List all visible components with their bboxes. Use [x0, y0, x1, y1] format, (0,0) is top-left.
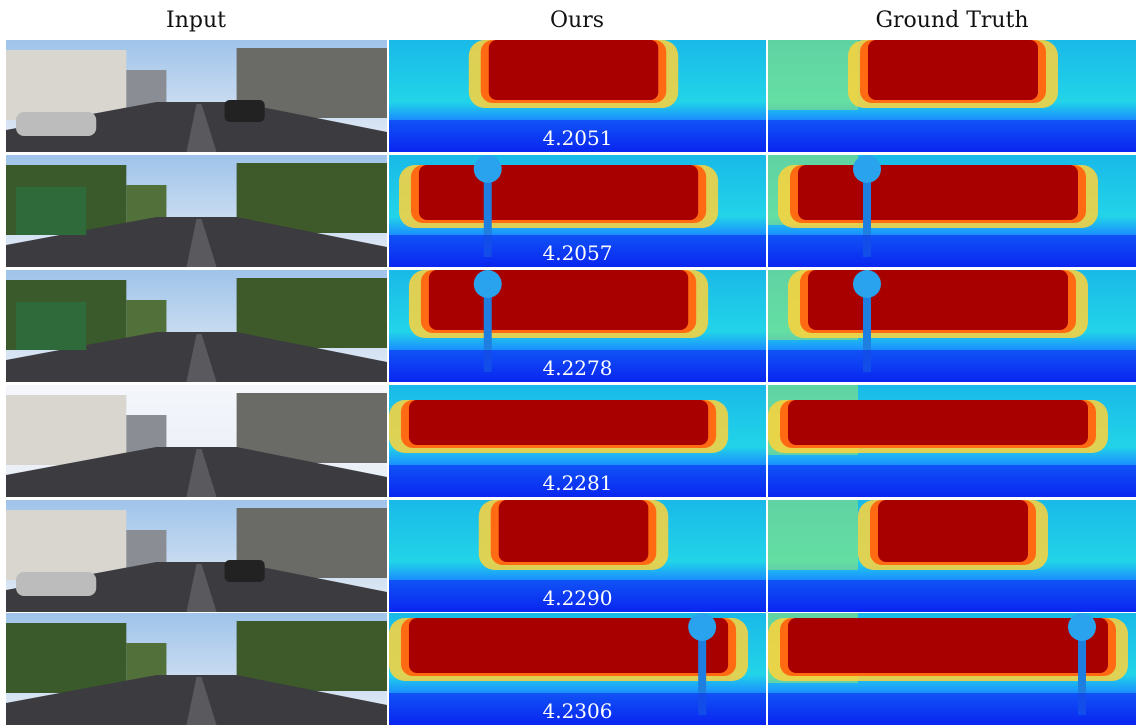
ground-truth-depth-map [768, 270, 1136, 382]
input-image [6, 613, 387, 725]
ground-truth-depth-map [768, 40, 1136, 152]
predicted-depth-map: 4.2281 [389, 385, 766, 497]
predicted-depth-map: 4.2306 [389, 613, 766, 725]
input-image [6, 40, 387, 152]
input-image [6, 385, 387, 497]
input-image [6, 270, 387, 382]
predicted-depth-map: 4.2051 [389, 40, 766, 152]
comparison-grid: 4.2051 4.2057 4.2278 4.2281 4.2290 4.2306 [6, 40, 1136, 725]
input-image [6, 155, 387, 267]
ground-truth-depth-map [768, 155, 1136, 267]
predicted-depth-map: 4.2057 [389, 155, 766, 267]
ground-truth-depth-map [768, 500, 1136, 612]
result-row: 4.2290 [6, 500, 1136, 612]
predicted-depth-map: 4.2278 [389, 270, 766, 382]
result-row: 4.2057 [6, 155, 1136, 267]
input-image [6, 500, 387, 612]
result-row: 4.2278 [6, 270, 1136, 382]
column-header-ground-truth: Ground Truth [875, 7, 1029, 33]
predicted-depth-map: 4.2290 [389, 500, 766, 612]
result-row: 4.2306 [6, 613, 1136, 725]
column-header-ours: Ours [549, 7, 604, 33]
result-row: 4.2281 [6, 385, 1136, 497]
result-row: 4.2051 [6, 40, 1136, 152]
column-header-input: Input [166, 7, 226, 33]
ground-truth-depth-map [768, 613, 1136, 725]
ground-truth-depth-map [768, 385, 1136, 497]
